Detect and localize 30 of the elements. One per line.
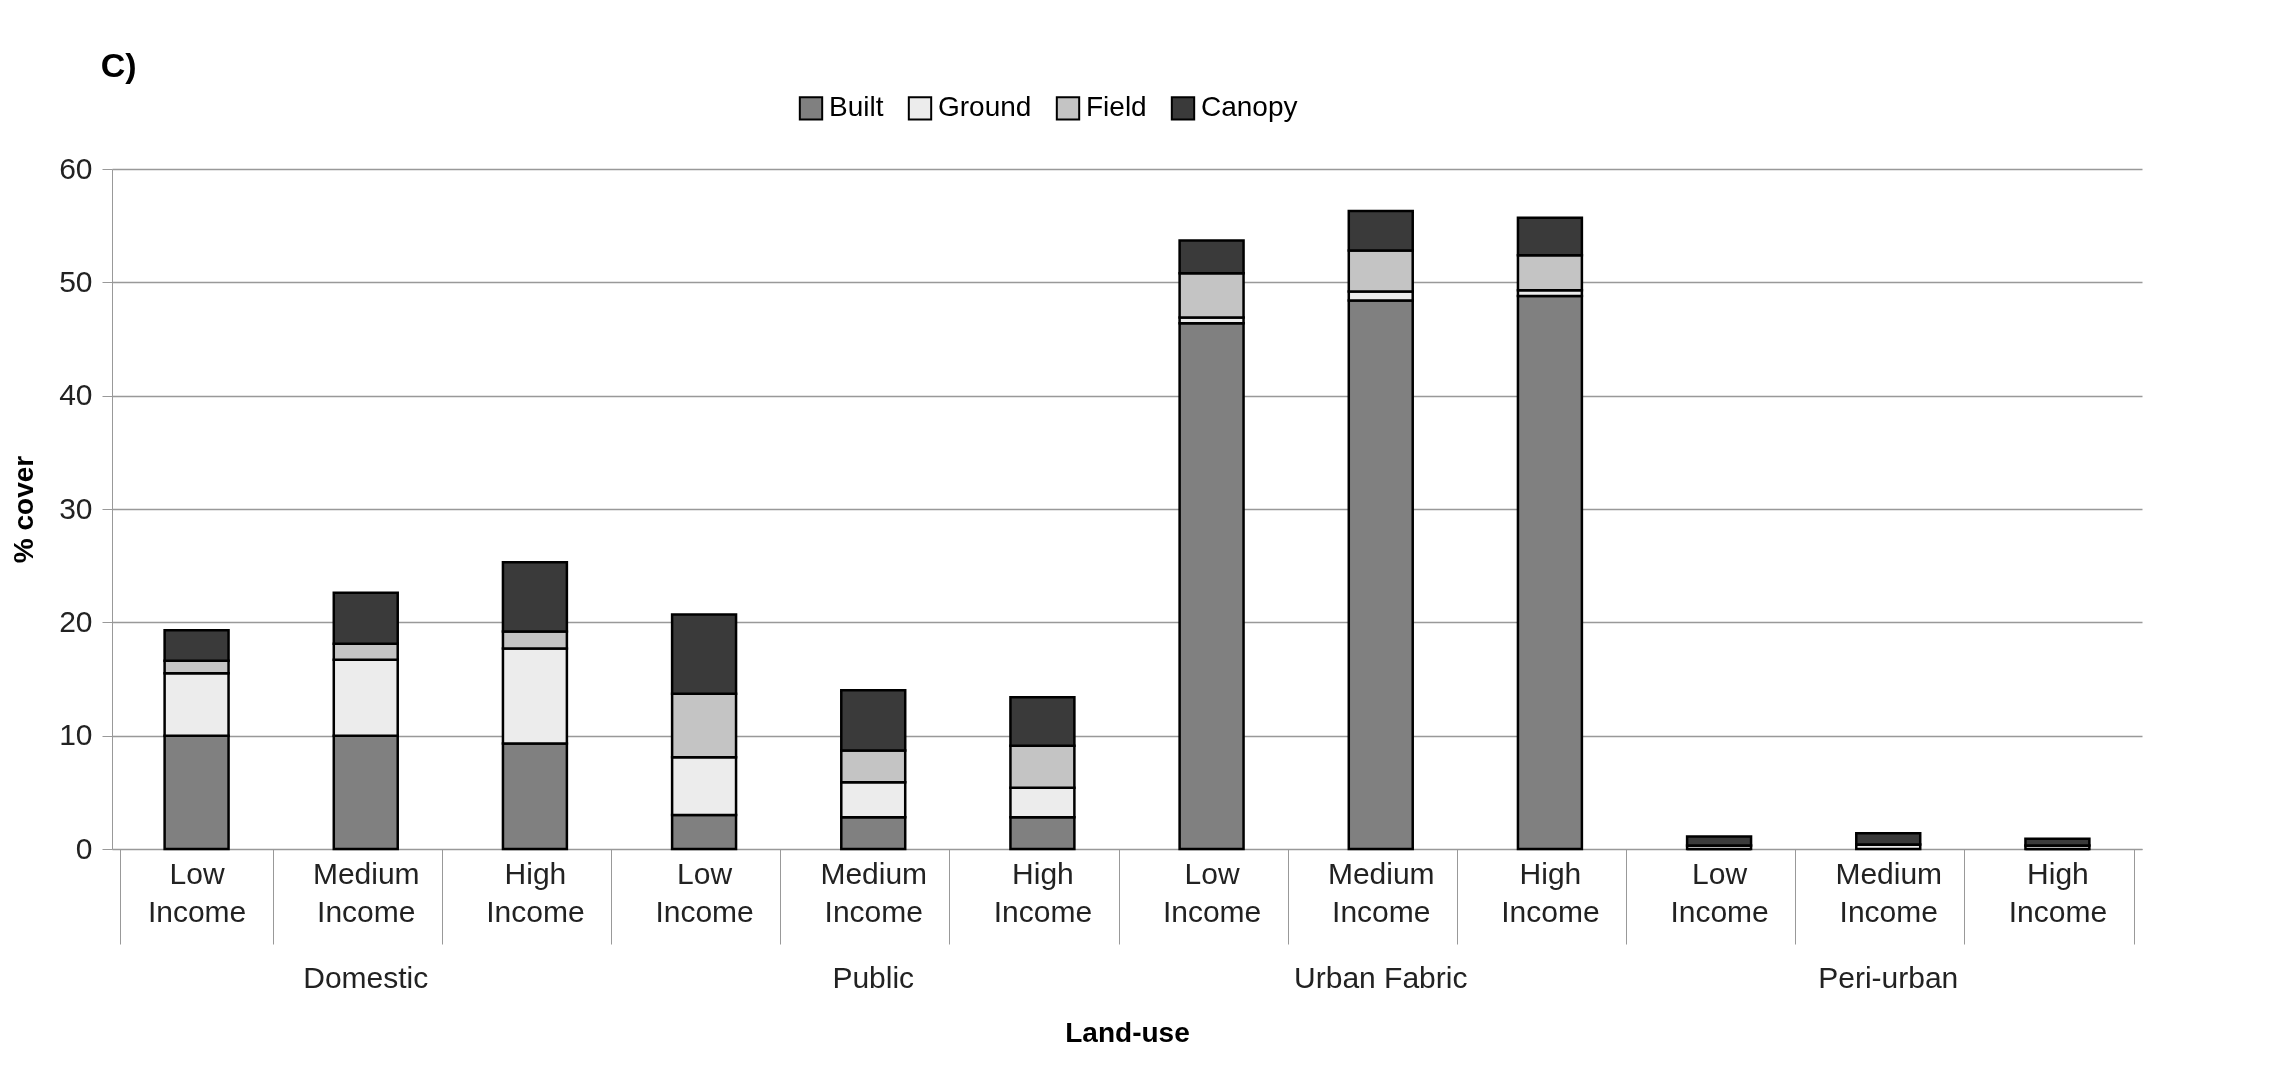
text: Peri-urban (1818, 961, 1959, 994)
x-tick-label: High Income (993, 856, 1093, 928)
y-tick-label: 0 (75, 831, 93, 865)
x-tick-label: Low Income (655, 856, 754, 928)
x-tick-label: Low Income (1162, 856, 1262, 928)
y-tick-label: 30 (59, 491, 93, 525)
y-tick-label: 50 (59, 264, 93, 298)
x-axis-title: Land-use (1065, 1017, 1190, 1048)
y-tick-label: 40 (59, 378, 93, 412)
chart-title: C) (100, 46, 137, 84)
x-tick-label: High Income (2008, 856, 2108, 928)
legend-label: Field (1086, 91, 1147, 123)
x-tick-label: Medium Income (1327, 856, 1435, 928)
y-tick-label: 20 (59, 604, 93, 638)
text: Urban Fabric (1294, 961, 1468, 994)
y-axis-title: % cover (8, 455, 40, 564)
text: Domestic (303, 961, 429, 994)
legend-label: Ground (938, 91, 1032, 123)
x-tick-label: Low Income (1670, 856, 1769, 928)
x-tick-label: High Income (1501, 856, 1600, 928)
x-tick-label: Medium Income (1835, 856, 1943, 928)
x-tick-label: Medium Income (312, 856, 420, 928)
y-tick-label: 10 (59, 718, 93, 752)
x-tick-label: High Income (486, 856, 585, 928)
x-tick-label: Medium Income (820, 856, 928, 928)
y-tick-label: 60 (59, 151, 93, 185)
legend-label: Canopy (1201, 91, 1298, 123)
legend-label: Built (829, 91, 884, 123)
x-tick-label: Low Income (147, 856, 247, 928)
text: Public (832, 961, 915, 994)
